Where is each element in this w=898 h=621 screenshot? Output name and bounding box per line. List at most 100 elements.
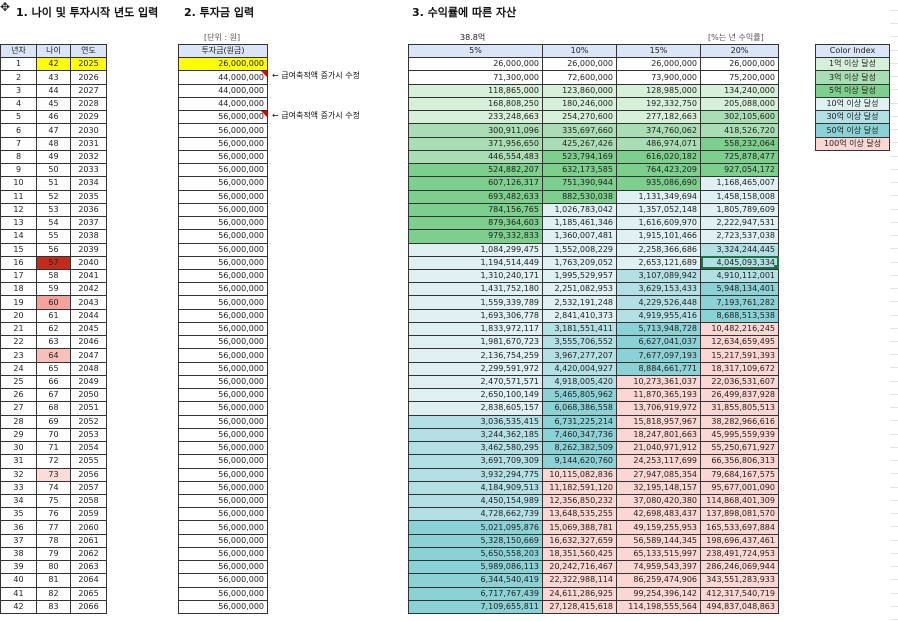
- age-cell[interactable]: 46: [36, 110, 71, 125]
- asset-value-cell[interactable]: 1,693,306,778: [408, 308, 543, 323]
- investment-cell[interactable]: 56,000,000: [178, 560, 268, 575]
- age-cell[interactable]: 75: [36, 493, 71, 509]
- asset-value-cell[interactable]: 1,805,789,609: [700, 202, 779, 218]
- asset-value-cell[interactable]: 74,959,543,397: [616, 560, 701, 575]
- asset-value-cell[interactable]: 335,697,660: [542, 123, 617, 138]
- investment-cell[interactable]: 56,000,000: [178, 335, 268, 350]
- year-number-cell[interactable]: 15: [0, 242, 37, 257]
- year-number-cell[interactable]: 35: [0, 507, 37, 522]
- asset-value-cell[interactable]: 5,328,150,669: [408, 533, 543, 548]
- year-number-cell[interactable]: 33: [0, 480, 37, 495]
- asset-value-cell[interactable]: 31,855,805,513: [700, 401, 779, 416]
- asset-value-cell[interactable]: 37,080,420,380: [616, 493, 701, 509]
- asset-value-cell[interactable]: 7,460,347,736: [542, 427, 617, 443]
- asset-value-cell[interactable]: 4,918,005,420: [542, 374, 617, 390]
- asset-value-cell[interactable]: 879,364,603: [408, 216, 543, 231]
- year-cell[interactable]: 2027: [70, 83, 107, 98]
- asset-value-cell[interactable]: 123,860,000: [542, 83, 617, 98]
- year-number-cell[interactable]: 1: [0, 57, 37, 72]
- asset-value-cell[interactable]: 22,322,988,114: [542, 573, 617, 588]
- year-number-cell[interactable]: 34: [0, 493, 37, 509]
- asset-value-cell[interactable]: 15,217,591,393: [700, 348, 779, 363]
- investment-cell[interactable]: 56,000,000: [178, 401, 268, 416]
- investment-cell[interactable]: 56,000,000: [178, 149, 268, 165]
- year-cell[interactable]: 2031: [70, 136, 107, 151]
- asset-value-cell[interactable]: 75,200,000: [700, 70, 779, 85]
- asset-value-cell[interactable]: 1,357,052,148: [616, 202, 701, 218]
- asset-value-cell[interactable]: 3,967,277,207: [542, 348, 617, 363]
- asset-value-cell[interactable]: 27,128,415,618: [542, 599, 617, 615]
- investment-cell[interactable]: 44,000,000: [178, 96, 268, 112]
- investment-cell[interactable]: 56,000,000: [178, 229, 268, 244]
- year-number-cell[interactable]: 22: [0, 335, 37, 350]
- year-number-cell[interactable]: 16: [0, 255, 37, 270]
- year-number-cell[interactable]: 29: [0, 427, 37, 443]
- asset-value-cell[interactable]: 9,144,620,760: [542, 454, 617, 469]
- investment-cell[interactable]: 56,000,000: [178, 374, 268, 390]
- asset-value-cell[interactable]: 607,126,317: [408, 176, 543, 191]
- investment-cell[interactable]: 56,000,000: [178, 282, 268, 297]
- asset-value-cell[interactable]: 11,182,591,120: [542, 480, 617, 495]
- age-cell[interactable]: 83: [36, 599, 71, 615]
- age-cell[interactable]: 65: [36, 361, 71, 376]
- year-cell[interactable]: 2036: [70, 202, 107, 218]
- asset-value-cell[interactable]: 165,533,697,884: [700, 520, 779, 535]
- asset-value-cell[interactable]: 254,270,600: [542, 110, 617, 125]
- asset-value-cell[interactable]: 935,086,690: [616, 176, 701, 191]
- asset-value-cell[interactable]: 3,324,244,445: [700, 242, 779, 257]
- asset-value-cell[interactable]: 632,173,585: [542, 163, 617, 178]
- year-cell[interactable]: 2041: [70, 268, 107, 284]
- age-cell[interactable]: 47: [36, 123, 71, 138]
- asset-value-cell[interactable]: 21,040,971,912: [616, 441, 701, 456]
- asset-value-cell[interactable]: 277,182,663: [616, 110, 701, 125]
- year-cell[interactable]: 2035: [70, 189, 107, 204]
- asset-value-cell[interactable]: 24,611,286,925: [542, 586, 617, 601]
- asset-value-cell[interactable]: 18,247,801,663: [616, 427, 701, 443]
- asset-value-cell[interactable]: 286,246,069,944: [700, 560, 779, 575]
- asset-value-cell[interactable]: 2,841,410,373: [542, 308, 617, 323]
- year-cell[interactable]: 2056: [70, 467, 107, 482]
- asset-value-cell[interactable]: 32,195,148,157: [616, 480, 701, 495]
- investment-cell[interactable]: 56,000,000: [178, 110, 268, 125]
- asset-value-cell[interactable]: 2,136,754,259: [408, 348, 543, 363]
- year-cell[interactable]: 2034: [70, 176, 107, 191]
- year-number-cell[interactable]: 25: [0, 374, 37, 390]
- investment-cell[interactable]: 56,000,000: [178, 480, 268, 495]
- asset-value-cell[interactable]: 784,156,765: [408, 202, 543, 218]
- asset-value-cell[interactable]: 3,555,706,552: [542, 335, 617, 350]
- investment-cell[interactable]: 56,000,000: [178, 467, 268, 482]
- age-cell[interactable]: 56: [36, 242, 71, 257]
- asset-value-cell[interactable]: 26,000,000: [408, 57, 543, 72]
- investment-cell[interactable]: 56,000,000: [178, 533, 268, 548]
- year-number-cell[interactable]: 9: [0, 163, 37, 178]
- year-cell[interactable]: 2061: [70, 533, 107, 548]
- age-cell[interactable]: 58: [36, 268, 71, 284]
- asset-value-cell[interactable]: 616,020,182: [616, 149, 701, 165]
- investment-cell[interactable]: 56,000,000: [178, 493, 268, 509]
- asset-value-cell[interactable]: 5,948,134,401: [700, 282, 779, 297]
- age-cell[interactable]: 60: [36, 295, 71, 310]
- age-cell[interactable]: 63: [36, 335, 71, 350]
- age-cell[interactable]: 64: [36, 348, 71, 363]
- investment-cell[interactable]: 56,000,000: [178, 427, 268, 443]
- year-number-cell[interactable]: 18: [0, 282, 37, 297]
- age-cell[interactable]: 67: [36, 388, 71, 403]
- asset-value-cell[interactable]: 2,653,121,689: [616, 255, 701, 270]
- asset-value-cell[interactable]: 5,713,948,728: [616, 321, 701, 337]
- age-cell[interactable]: 73: [36, 467, 71, 482]
- year-number-cell[interactable]: 11: [0, 189, 37, 204]
- asset-value-cell[interactable]: 412,317,540,719: [700, 586, 779, 601]
- asset-value-cell[interactable]: 1,431,752,180: [408, 282, 543, 297]
- asset-value-cell[interactable]: 751,390,944: [542, 176, 617, 191]
- asset-value-cell[interactable]: 26,000,000: [542, 57, 617, 72]
- asset-value-cell[interactable]: 1,310,240,171: [408, 268, 543, 284]
- asset-value-cell[interactable]: 1,131,349,694: [616, 189, 701, 204]
- year-number-cell[interactable]: 40: [0, 573, 37, 588]
- asset-value-cell[interactable]: 2,251,082,953: [542, 282, 617, 297]
- asset-value-cell[interactable]: 446,554,483: [408, 149, 543, 165]
- investment-cell[interactable]: 56,000,000: [178, 176, 268, 191]
- asset-value-cell[interactable]: 56,589,144,345: [616, 533, 701, 548]
- investment-cell[interactable]: 44,000,000: [178, 83, 268, 98]
- age-cell[interactable]: 50: [36, 163, 71, 178]
- asset-value-cell[interactable]: 2,258,366,686: [616, 242, 701, 257]
